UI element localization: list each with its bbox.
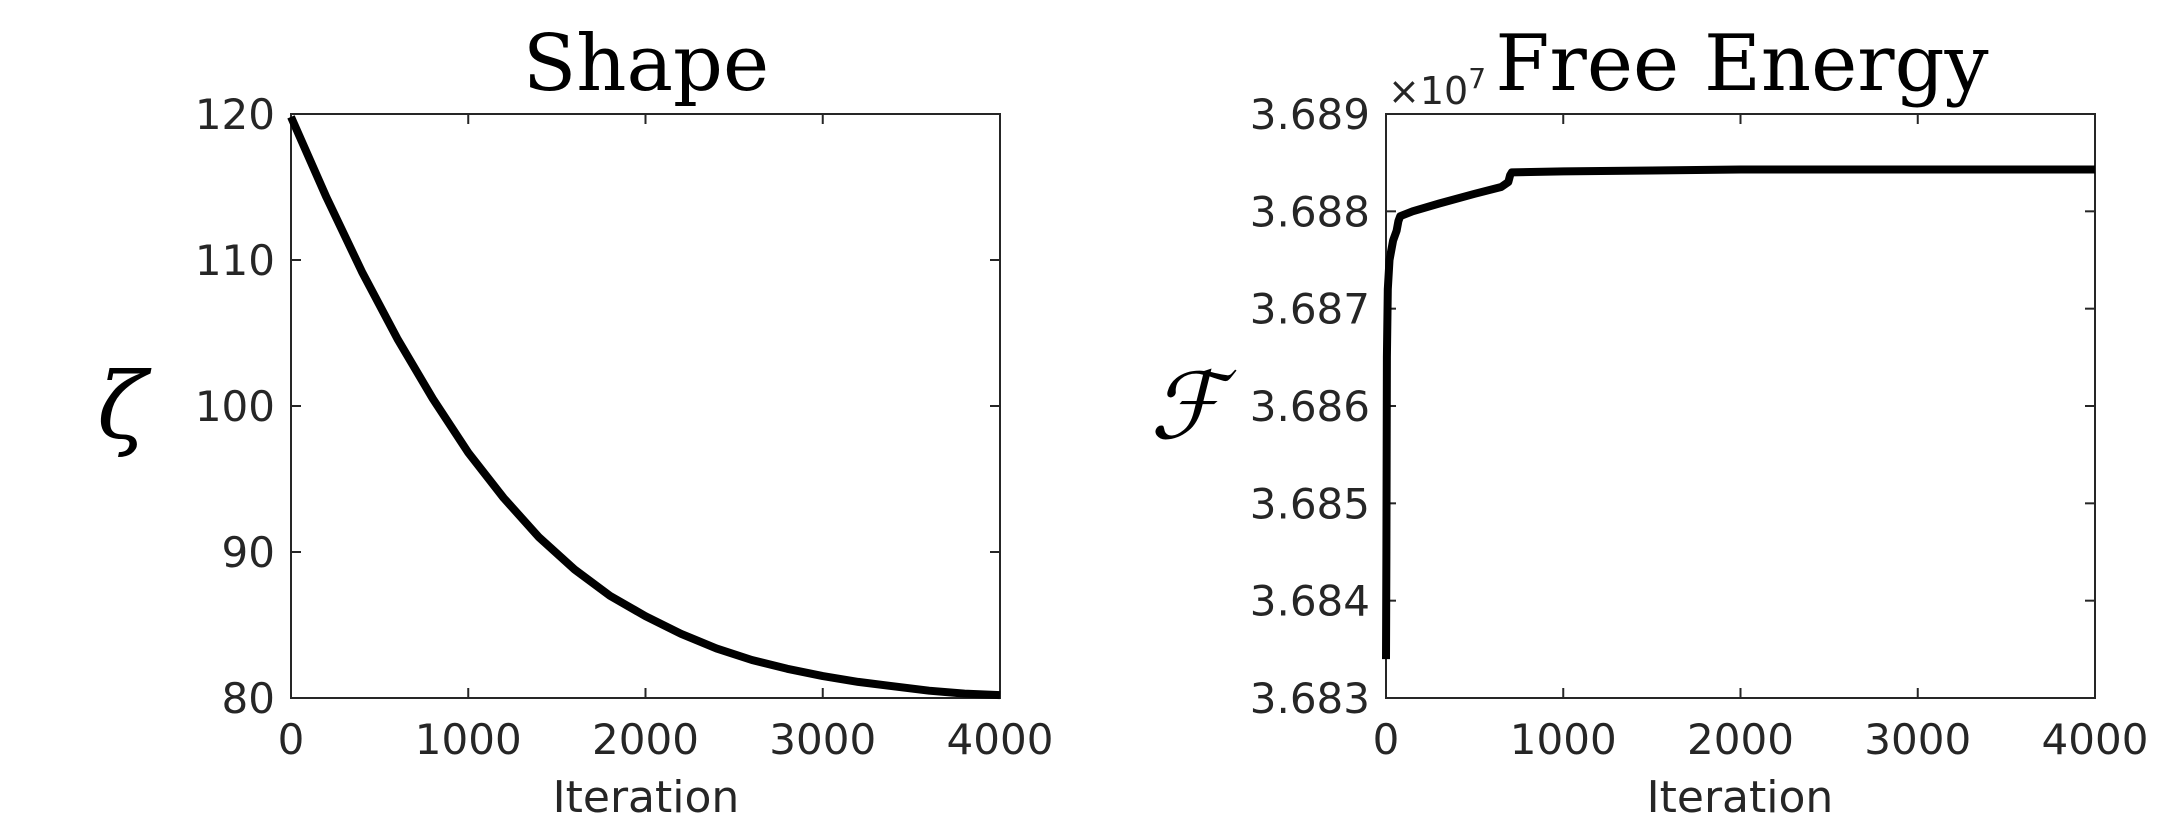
shape-y-tick-label: 120 xyxy=(195,90,275,139)
free-energy-y-tick-label: 3.689 xyxy=(1250,90,1370,139)
shape-x-tick-label: 4000 xyxy=(947,715,1054,764)
free-energy-plot-area xyxy=(1385,113,2096,699)
free-energy-x-tick-label: 0 xyxy=(1373,715,1400,764)
shape-x-tick-label: 3000 xyxy=(769,715,876,764)
free-energy-y-tick-label: 3.686 xyxy=(1250,382,1370,431)
shape-x-tick-label: 2000 xyxy=(592,715,699,764)
free-energy-series-line xyxy=(1382,165,2095,660)
free-energy-y-tick-label: 3.684 xyxy=(1250,577,1370,626)
free-energy-axis-multiplier: ×107 xyxy=(1388,62,1486,113)
shape-y-tick-labels: 80 90 100 110 120 xyxy=(195,90,275,723)
shape-y-tick-label: 80 xyxy=(222,674,275,723)
shape-x-tick-label: 1000 xyxy=(415,715,522,764)
free-energy-chart: Free Energy ×107 0 1000 2000 3000 4000 3.683… xyxy=(1150,19,2149,823)
shape-y-tick-label: 90 xyxy=(222,528,275,577)
free-energy-y-tick-label: 3.687 xyxy=(1250,285,1370,334)
shape-x-axis-label: Iteration xyxy=(553,772,740,823)
free-energy-y-tick-labels: 3.683 3.684 3.685 3.686 3.687 3.688 3.689 xyxy=(1250,90,1370,723)
free-energy-y-tick-label: 3.685 xyxy=(1250,479,1370,528)
free-energy-y-tick-label: 3.683 xyxy=(1250,674,1370,723)
free-energy-y-tick-label: 3.688 xyxy=(1250,187,1370,236)
shape-x-tick-label: 0 xyxy=(278,715,305,764)
free-energy-y-axis-label: ℱ xyxy=(1150,353,1237,460)
free-energy-x-tick-label: 2000 xyxy=(1687,715,1794,764)
free-energy-x-tick-labels: 0 1000 2000 3000 4000 xyxy=(1373,715,2149,764)
free-energy-x-axis-label: Iteration xyxy=(1647,772,1834,823)
shape-y-tick-label: 100 xyxy=(195,382,275,431)
shape-y-axis-label: ζ xyxy=(97,353,152,460)
free-energy-ticks xyxy=(1385,113,2096,699)
shape-series-line xyxy=(287,115,1001,700)
shape-ticks xyxy=(290,113,1001,699)
free-energy-chart-title: Free Energy xyxy=(1495,19,1988,109)
shape-plot-area xyxy=(290,113,1001,699)
free-energy-multiplier-exponent: 7 xyxy=(1468,62,1486,95)
shape-x-tick-labels: 0 1000 2000 3000 4000 xyxy=(278,715,1054,764)
shape-chart-title: Shape xyxy=(523,19,769,109)
free-energy-x-tick-label: 4000 xyxy=(2042,715,2149,764)
free-energy-multiplier-base: ×10 xyxy=(1388,69,1468,113)
free-energy-x-tick-label: 1000 xyxy=(1510,715,1617,764)
free-energy-x-tick-label: 3000 xyxy=(1864,715,1971,764)
shape-y-tick-label: 110 xyxy=(195,236,275,285)
shape-chart: Shape 0 1000 2000 3000 4000 80 90 100 110 120 It… xyxy=(97,19,1053,823)
